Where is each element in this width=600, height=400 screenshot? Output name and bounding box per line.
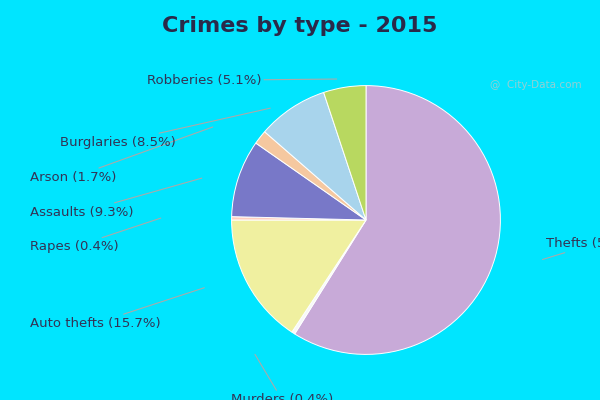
Wedge shape [232,143,366,220]
Text: Rapes (0.4%): Rapes (0.4%) [30,218,161,253]
Text: @  City-Data.com: @ City-Data.com [490,80,582,90]
Text: Arson (1.7%): Arson (1.7%) [30,127,213,184]
Wedge shape [256,132,366,220]
Text: Thefts (58.9%): Thefts (58.9%) [542,237,600,260]
Text: Robberies (5.1%): Robberies (5.1%) [147,74,337,87]
Wedge shape [323,86,366,220]
Wedge shape [295,86,500,354]
Text: Burglaries (8.5%): Burglaries (8.5%) [60,108,270,149]
Text: Murders (0.4%): Murders (0.4%) [231,354,333,400]
Text: Auto thefts (15.7%): Auto thefts (15.7%) [30,288,204,330]
Wedge shape [292,220,366,334]
Text: Assaults (9.3%): Assaults (9.3%) [30,178,202,218]
Wedge shape [232,220,366,332]
Text: Crimes by type - 2015: Crimes by type - 2015 [163,16,437,36]
Wedge shape [232,217,366,220]
Wedge shape [265,92,366,220]
